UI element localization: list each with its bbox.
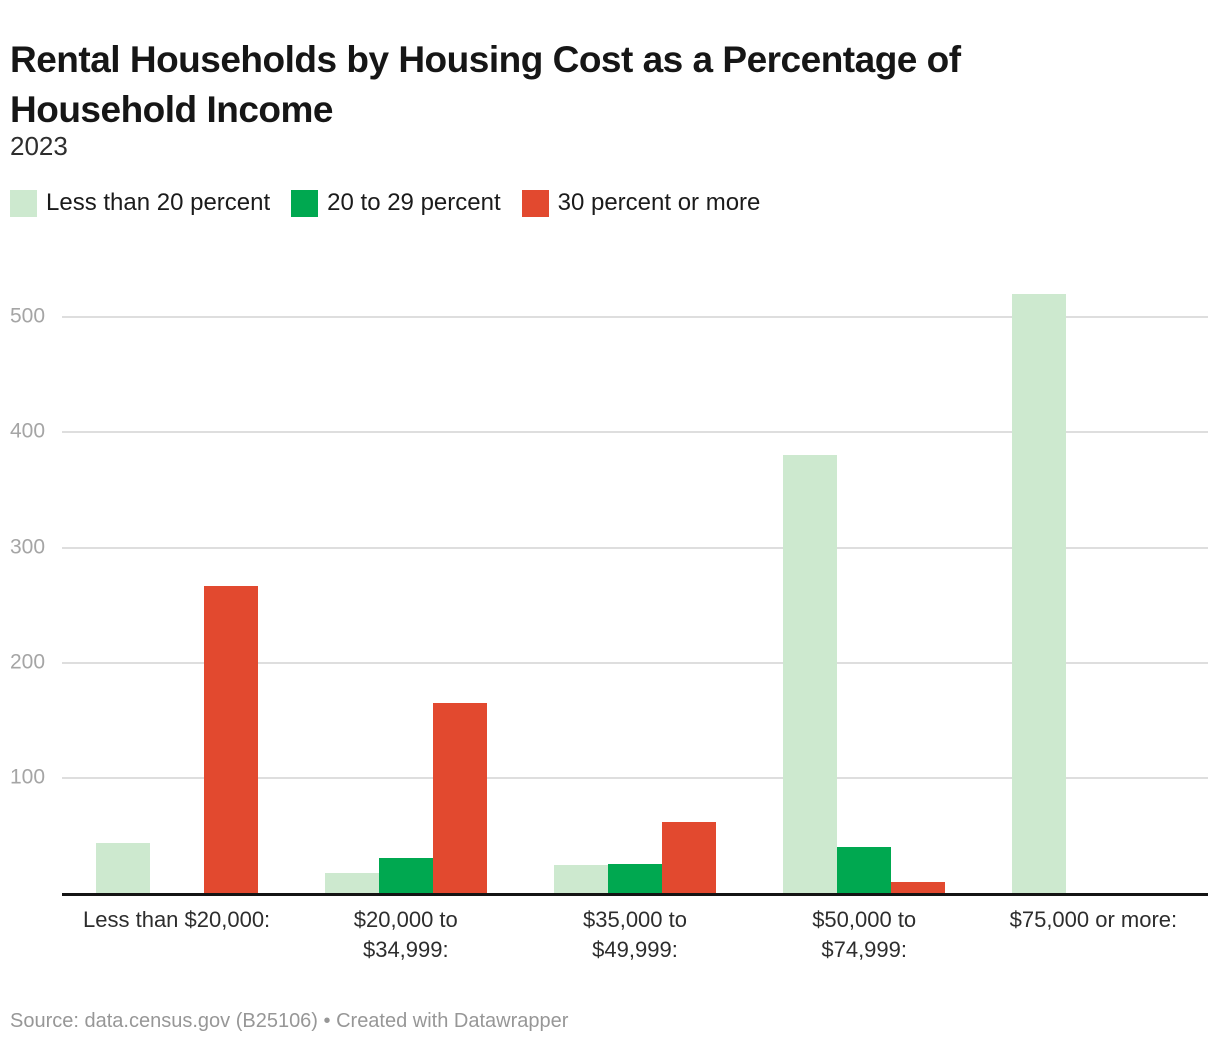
bar bbox=[662, 822, 716, 894]
bar bbox=[608, 863, 662, 894]
y-axis-tick-label: 400 bbox=[10, 419, 46, 443]
chart-title: Rental Households by Housing Cost as a P… bbox=[10, 38, 961, 130]
bar bbox=[203, 585, 258, 894]
legend-label: 30 percent or more bbox=[557, 189, 761, 216]
legend: Less than 20 percent 20 to 29 percent 30… bbox=[10, 189, 760, 217]
legend-item-20-to-29-percent: 20 to 29 percent bbox=[291, 189, 501, 217]
legend-label: Less than 20 percent bbox=[46, 189, 271, 216]
gridline bbox=[62, 431, 1208, 434]
y-axis-tick-label: 200 bbox=[10, 650, 46, 674]
legend-label: 20 to 29 percent bbox=[327, 189, 501, 216]
gridline bbox=[62, 315, 1208, 318]
bar bbox=[378, 857, 433, 894]
x-axis-category-label: $75,000 or more: bbox=[1009, 906, 1178, 932]
legend-swatch-less-than-20-percent bbox=[10, 189, 37, 217]
gridline bbox=[62, 661, 1208, 664]
source-note: Source: data.census.gov (B25106) • Creat… bbox=[10, 1010, 569, 1032]
gridline bbox=[62, 546, 1208, 549]
legend-item-less-than-20-percent: Less than 20 percent bbox=[10, 189, 270, 217]
x-axis-category-label: Less than $20,000: bbox=[83, 906, 271, 932]
x-axis-baseline bbox=[62, 892, 1208, 896]
x-axis-category-label: $35,000 to $49,999: bbox=[583, 906, 687, 962]
bar bbox=[1012, 293, 1067, 894]
chart-subtitle: 2023 bbox=[10, 131, 68, 161]
gridline bbox=[62, 777, 1208, 780]
bar bbox=[783, 455, 838, 894]
legend-swatch-30-percent-or-more bbox=[521, 189, 549, 217]
legend-item-30-percent-or-more: 30 percent or more bbox=[521, 189, 761, 217]
bar bbox=[324, 872, 379, 894]
y-axis-tick-label: 500 bbox=[10, 304, 46, 328]
y-axis-tick-label: 300 bbox=[10, 535, 46, 559]
y-axis-tick-label: 100 bbox=[10, 765, 46, 789]
bar bbox=[554, 864, 608, 894]
bar bbox=[95, 842, 150, 894]
bar bbox=[432, 703, 487, 894]
bar bbox=[837, 847, 892, 894]
x-axis-category-label: $50,000 to $74,999: bbox=[812, 906, 917, 962]
legend-swatch-20-to-29-percent bbox=[291, 189, 319, 217]
bar bbox=[891, 881, 946, 894]
x-axis-category-label: $20,000 to $34,999: bbox=[353, 906, 458, 962]
